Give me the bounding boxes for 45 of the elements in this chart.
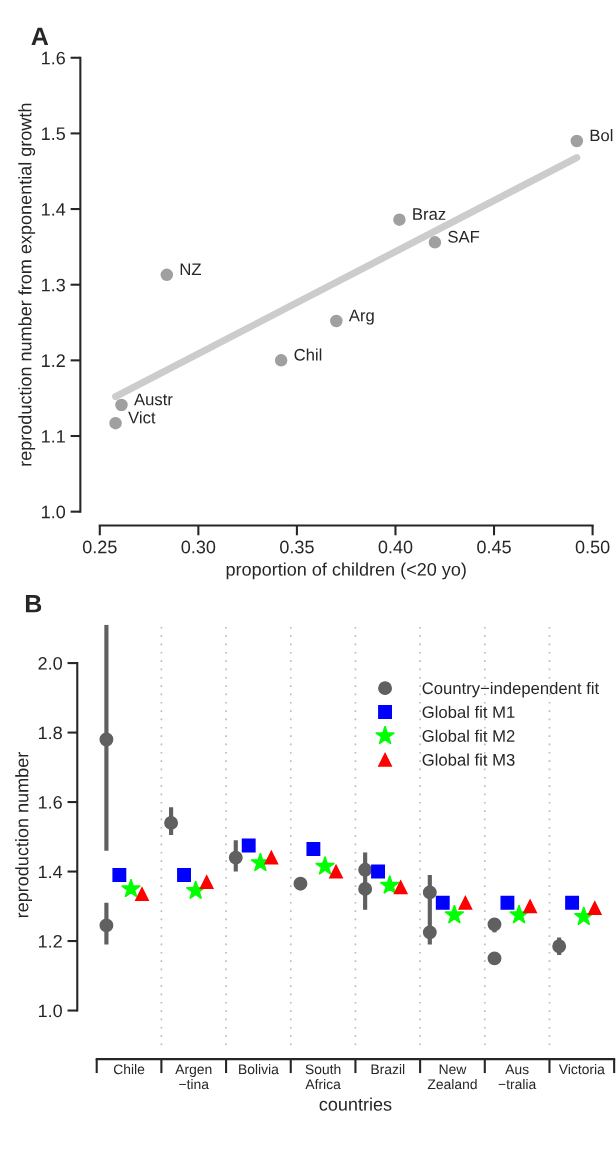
y-tick-label: 1.0 [38,1004,62,1018]
annotation: NZ [180,263,202,276]
chart-title: A [31,27,49,45]
x-tick-label: 0.45 [477,540,511,554]
y-axis-title: reproduction number from exponential growth [18,103,36,466]
x-tick-label: 0.40 [378,540,413,554]
annotation: Austr [134,393,173,406]
y-tick-label: 1.1 [42,430,65,443]
annotation: Chil [294,348,322,361]
x-tick-label: Aus −tralia [498,1064,537,1090]
y-tick-label: 1.4 [42,203,66,216]
y-axis-title: reproduction number [15,752,33,918]
y-tick-label: 1.5 [42,127,66,141]
x-tick-label: Bolivia [239,1064,279,1075]
y-tick-label: 1.8 [38,726,62,740]
x-tick-label: Victoria [558,1064,605,1075]
x-tick-label: 0.35 [280,540,314,554]
y-tick-label: 1.2 [38,934,62,948]
legend-label: Country−independent fit [422,681,600,698]
x-tick-label: Chile [113,1064,145,1075]
annotation: Arg [348,309,374,325]
annotation: SAF [448,230,480,243]
x-tick-label: South Africa [305,1064,341,1090]
legend-label: Global fit M2 [422,729,515,742]
y-tick-label: 1.4 [38,865,63,879]
x-tick-label: 0.50 [575,540,610,554]
y-tick-label: 1.6 [42,51,65,65]
x-axis-title: proportion of children (<20 yo) [226,562,466,580]
annotation: Braz [413,208,446,220]
x-tick-label: Argen −tina [175,1064,212,1090]
legend-label: Global fit M3 [422,753,515,766]
x-axis-title: countries [319,1097,392,1111]
annotation: Vict [128,411,156,424]
x-tick-label: Brazil [371,1064,405,1075]
legend-label: Global fit M1 [422,705,515,719]
annotation: Bol [590,129,613,142]
y-tick-label: 1.3 [42,278,65,292]
y-tick-label: 1.0 [42,505,66,519]
chart-title: B [25,595,42,613]
x-tick-label: New Zealand [427,1064,477,1090]
y-tick-label: 1.6 [38,795,62,809]
x-tick-label: 0.25 [82,540,117,554]
x-tick-label: 0.30 [181,540,216,554]
y-tick-label: 1.2 [42,354,65,367]
y-tick-label: 2.0 [38,657,62,670]
